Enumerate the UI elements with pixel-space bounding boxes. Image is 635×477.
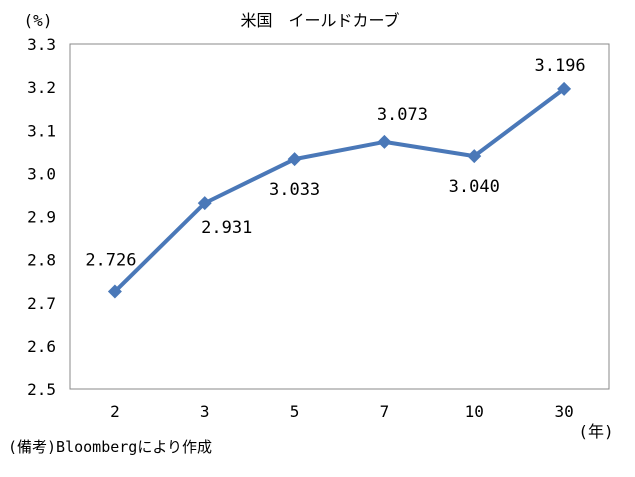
data-label: 3.073 — [377, 105, 428, 125]
data-label: 3.040 — [449, 177, 500, 197]
data-label: 2.931 — [201, 218, 252, 238]
data-label: 3.196 — [534, 56, 585, 76]
data-point-marker — [377, 134, 392, 149]
data-labels: 2.726 2.931 3.033 3.073 3.040 3.196 — [85, 56, 585, 271]
y-tick-label: 3.1 — [27, 121, 56, 140]
series-layer — [107, 81, 572, 299]
x-tick-label: 10 — [465, 402, 484, 421]
y-tick-label: 2.8 — [27, 251, 56, 270]
x-tick-label: 7 — [380, 402, 390, 421]
data-point-marker — [107, 284, 122, 299]
data-point-marker — [467, 149, 482, 164]
y-axis: 2.5 2.6 2.7 2.8 2.9 3.0 3.1 3.2 3.3 — [27, 35, 56, 399]
y-tick-label: 2.7 — [27, 294, 56, 313]
y-tick-label: 3.3 — [27, 35, 56, 54]
plot-area — [69, 43, 610, 390]
y-tick-label: 3.2 — [27, 78, 56, 97]
data-label: 3.033 — [269, 180, 320, 200]
x-tick-label: 3 — [200, 402, 210, 421]
x-tick-label: 2 — [110, 402, 120, 421]
data-point-marker — [557, 81, 572, 96]
x-axis: 2 3 5 7 10 30 — [110, 402, 574, 421]
x-tick-label: 30 — [554, 402, 573, 421]
series-line — [112, 86, 567, 294]
data-point-marker — [287, 152, 302, 167]
y-tick-label: 2.9 — [27, 208, 56, 227]
data-point-marker — [197, 196, 212, 211]
x-tick-label: 5 — [290, 402, 300, 421]
chart-title: 米国 イールドカーブ — [240, 11, 399, 30]
y-tick-label: 2.6 — [27, 337, 56, 356]
source-note: (備考)Bloombergにより作成 — [8, 438, 213, 456]
data-label: 2.726 — [85, 251, 136, 271]
x-axis-unit-label: (年) — [578, 422, 613, 441]
y-axis-unit-label: (%) — [24, 11, 53, 30]
y-tick-label: 3.0 — [27, 164, 56, 183]
y-tick-label: 2.5 — [27, 380, 56, 399]
